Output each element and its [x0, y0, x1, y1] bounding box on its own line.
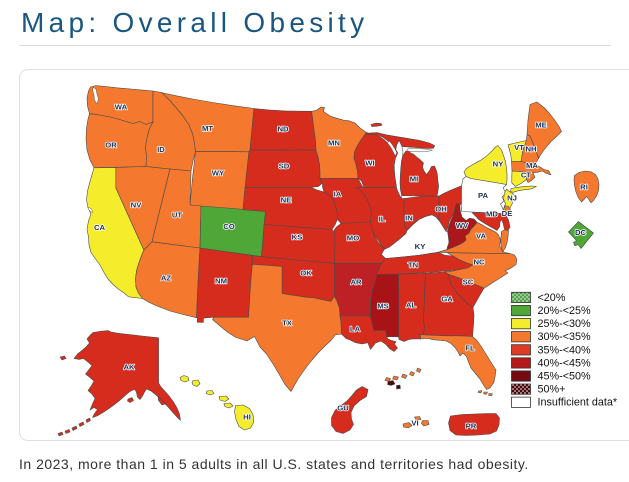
svg-text:WY: WY: [212, 169, 224, 178]
svg-text:RI: RI: [580, 183, 588, 192]
svg-text:40%-<45%: 40%-<45%: [538, 357, 592, 369]
svg-text:NY: NY: [493, 160, 504, 169]
svg-text:AR: AR: [350, 278, 362, 287]
svg-text:CT: CT: [521, 171, 532, 180]
svg-text:MO: MO: [347, 234, 359, 243]
svg-text:LA: LA: [350, 325, 361, 334]
svg-text:OK: OK: [300, 269, 312, 278]
svg-text:WA: WA: [115, 103, 128, 112]
svg-text:35%-<40%: 35%-<40%: [538, 344, 592, 356]
svg-text:GU: GU: [337, 404, 349, 413]
svg-text:MD: MD: [486, 210, 498, 219]
svg-text:IL: IL: [379, 215, 386, 224]
svg-text:ME: ME: [535, 121, 547, 130]
svg-text:CO: CO: [223, 222, 235, 231]
svg-text:IN: IN: [405, 214, 413, 223]
svg-text:HI: HI: [243, 413, 251, 422]
svg-text:GA: GA: [441, 295, 453, 304]
svg-text:NJ: NJ: [507, 194, 517, 203]
svg-text:NM: NM: [215, 277, 227, 286]
svg-text:AZ: AZ: [161, 274, 172, 283]
svg-text:KY: KY: [415, 242, 426, 251]
svg-text:VI: VI: [411, 419, 418, 428]
svg-text:50%+: 50%+: [538, 384, 566, 396]
svg-text:30%-<35%: 30%-<35%: [538, 331, 592, 343]
svg-text:SC: SC: [463, 278, 474, 287]
svg-text:NE: NE: [281, 196, 292, 205]
svg-text:SD: SD: [279, 162, 290, 171]
svg-text:OR: OR: [105, 141, 117, 150]
svg-text:OH: OH: [435, 205, 447, 214]
svg-text:WV: WV: [456, 221, 469, 230]
svg-text:AK: AK: [123, 363, 135, 372]
svg-text:MT: MT: [202, 124, 213, 133]
svg-text:PR: PR: [466, 422, 477, 431]
svg-text:IA: IA: [334, 190, 342, 199]
svg-text:DC: DC: [575, 228, 587, 237]
svg-text:ND: ND: [277, 125, 289, 134]
svg-text:VA: VA: [476, 232, 487, 241]
svg-text:DE: DE: [502, 209, 513, 218]
svg-text:VT: VT: [514, 143, 524, 152]
svg-text:KS: KS: [292, 233, 303, 242]
svg-text:TN: TN: [408, 261, 419, 270]
svg-text:<20%: <20%: [538, 292, 566, 304]
svg-text:PA: PA: [478, 191, 489, 200]
svg-text:MS: MS: [377, 302, 389, 311]
svg-text:CA: CA: [94, 223, 106, 232]
svg-text:Insufficient data*: Insufficient data*: [538, 397, 618, 409]
svg-text:TX: TX: [282, 319, 293, 328]
svg-text:UT: UT: [172, 211, 183, 220]
svg-text:AL: AL: [406, 301, 417, 310]
svg-text:20%-<25%: 20%-<25%: [538, 305, 592, 317]
svg-text:45%-<50%: 45%-<50%: [538, 371, 592, 383]
svg-text:25%-<30%: 25%-<30%: [538, 318, 592, 330]
svg-text:MN: MN: [328, 139, 340, 148]
svg-text:FL: FL: [465, 344, 475, 353]
svg-text:WI: WI: [365, 159, 374, 168]
svg-text:NH: NH: [525, 145, 537, 154]
svg-text:ID: ID: [157, 145, 165, 154]
svg-text:MI: MI: [410, 175, 419, 184]
svg-text:NV: NV: [131, 201, 143, 210]
svg-text:NC: NC: [473, 258, 485, 267]
svg-text:MA: MA: [526, 161, 538, 170]
